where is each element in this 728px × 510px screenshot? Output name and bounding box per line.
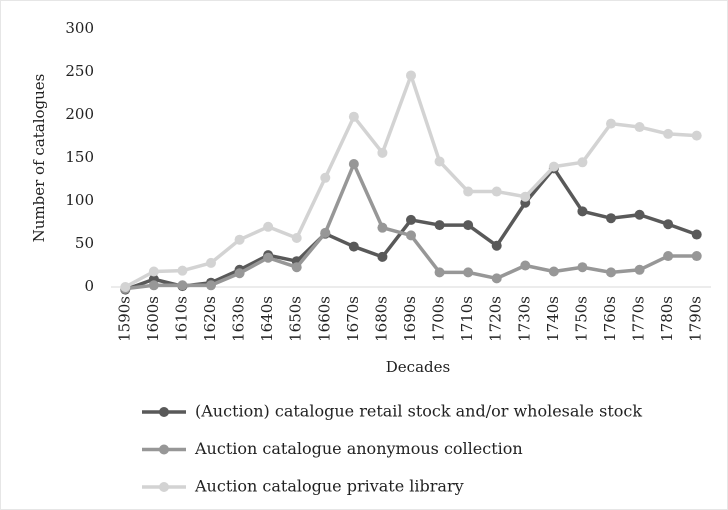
x-tick-label: 1720s: [487, 296, 505, 342]
data-point: [320, 172, 331, 183]
data-point: [377, 251, 388, 262]
x-tick-label: 1750s: [572, 296, 590, 342]
y-tick-label: 200: [65, 105, 94, 123]
data-point: [663, 128, 674, 139]
x-tick-label: 1630s: [230, 296, 248, 342]
x-tick-label: 1740s: [544, 296, 562, 342]
data-point: [606, 267, 616, 278]
x-tick-label: 1780s: [658, 296, 676, 342]
legend-marker: [159, 407, 169, 417]
data-point: [406, 70, 416, 81]
data-point: [206, 280, 216, 291]
data-point: [491, 186, 502, 197]
x-tick-label: 1670s: [344, 296, 362, 342]
data-point: [663, 251, 674, 262]
data-point: [177, 265, 188, 276]
data-point: [348, 111, 359, 122]
data-point: [663, 219, 674, 230]
data-point: [577, 157, 588, 168]
data-point: [606, 118, 616, 129]
x-axis-label: Decades: [386, 358, 450, 376]
data-point: [463, 220, 474, 231]
data-point: [148, 280, 159, 291]
data-point: [634, 122, 645, 133]
data-point: [320, 227, 331, 238]
x-tick-label: 1650s: [287, 296, 305, 342]
data-point: [234, 268, 245, 279]
data-point: [377, 222, 388, 233]
data-point: [406, 214, 416, 225]
data-point: [291, 232, 302, 243]
x-tick-label: 1620s: [201, 296, 219, 342]
x-tick-label: 1590s: [115, 296, 133, 342]
data-point: [606, 213, 616, 224]
legend-label: Auction catalogue anonymous collection: [194, 439, 523, 458]
data-point: [691, 251, 702, 262]
data-point: [406, 230, 416, 241]
data-point: [548, 266, 559, 277]
data-point: [577, 262, 588, 273]
data-point: [291, 262, 302, 273]
data-point: [520, 260, 531, 271]
x-tick-label: 1730s: [515, 296, 533, 342]
x-tick-label: 1690s: [401, 296, 419, 342]
data-point: [148, 266, 159, 277]
data-point: [548, 161, 559, 172]
data-point: [434, 267, 445, 278]
x-tick-label: 1710s: [458, 296, 476, 342]
y-tick-label: 250: [65, 62, 94, 80]
x-tick-label: 1790s: [687, 296, 705, 342]
x-tick-label: 1610s: [172, 296, 190, 342]
y-tick-label: 150: [65, 148, 94, 166]
y-tick-label: 300: [65, 19, 94, 37]
data-point: [234, 234, 245, 245]
data-point: [491, 273, 502, 284]
x-tick-label: 1700s: [430, 296, 448, 342]
data-point: [263, 221, 274, 232]
x-tick-label: 1760s: [601, 296, 619, 342]
x-tick-label: 1680s: [372, 296, 390, 342]
data-point: [463, 186, 474, 197]
legend-marker: [159, 444, 169, 455]
data-point: [491, 240, 502, 251]
x-tick-label: 1640s: [258, 296, 276, 342]
data-point: [120, 282, 131, 292]
data-point: [577, 206, 588, 217]
data-point: [348, 241, 359, 252]
y-tick-label: 100: [65, 191, 94, 209]
data-point: [634, 264, 645, 275]
legend-marker: [159, 482, 169, 492]
data-point: [348, 159, 359, 170]
legend-label: Auction catalogue private library: [194, 477, 464, 496]
y-tick-label: 0: [84, 277, 94, 295]
legend-label: (Auction) catalogue retail stock and/or …: [195, 402, 642, 421]
y-axis-label: Number of catalogues: [30, 74, 48, 243]
x-tick-label: 1600s: [144, 296, 162, 342]
data-point: [520, 191, 531, 202]
data-point: [177, 280, 188, 291]
data-point: [691, 130, 702, 141]
data-point: [634, 209, 645, 220]
x-tick-label: 1770s: [630, 296, 648, 342]
y-tick-label: 50: [75, 234, 94, 252]
data-point: [463, 267, 474, 278]
data-point: [377, 147, 388, 158]
data-point: [691, 229, 702, 240]
data-point: [263, 252, 274, 263]
data-point: [434, 220, 445, 231]
x-tick-label: 1660s: [315, 296, 333, 342]
data-point: [206, 257, 216, 268]
data-point: [434, 156, 445, 167]
